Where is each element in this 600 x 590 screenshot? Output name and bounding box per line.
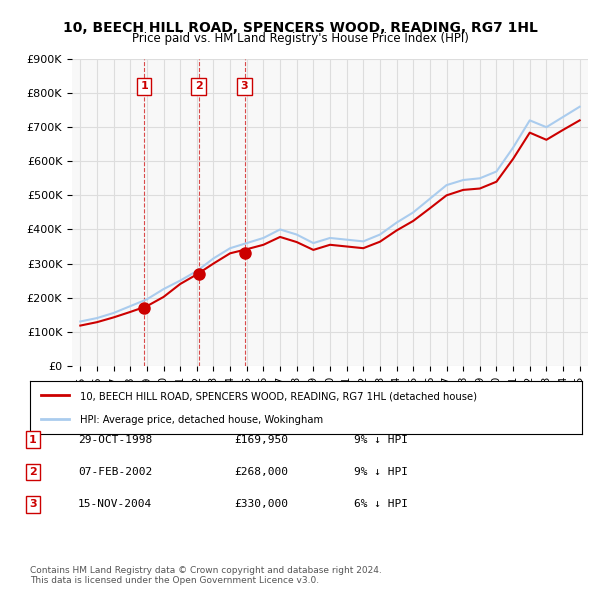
Text: 3: 3	[29, 500, 37, 509]
Text: Contains HM Land Registry data © Crown copyright and database right 2024.: Contains HM Land Registry data © Crown c…	[30, 566, 382, 575]
Text: 15-NOV-2004: 15-NOV-2004	[78, 500, 152, 509]
Text: 07-FEB-2002: 07-FEB-2002	[78, 467, 152, 477]
Text: 2: 2	[194, 81, 202, 91]
Text: 1: 1	[140, 81, 148, 91]
Text: 9% ↓ HPI: 9% ↓ HPI	[354, 435, 408, 444]
Text: 10, BEECH HILL ROAD, SPENCERS WOOD, READING, RG7 1HL: 10, BEECH HILL ROAD, SPENCERS WOOD, READ…	[62, 21, 538, 35]
Text: Price paid vs. HM Land Registry's House Price Index (HPI): Price paid vs. HM Land Registry's House …	[131, 32, 469, 45]
Text: HPI: Average price, detached house, Wokingham: HPI: Average price, detached house, Woki…	[80, 415, 323, 425]
Text: 3: 3	[241, 81, 248, 91]
Text: £169,950: £169,950	[234, 435, 288, 444]
Text: 6% ↓ HPI: 6% ↓ HPI	[354, 500, 408, 509]
Text: 29-OCT-1998: 29-OCT-1998	[78, 435, 152, 444]
Text: 9% ↓ HPI: 9% ↓ HPI	[354, 467, 408, 477]
Text: 2: 2	[29, 467, 37, 477]
Text: 10, BEECH HILL ROAD, SPENCERS WOOD, READING, RG7 1HL (detached house): 10, BEECH HILL ROAD, SPENCERS WOOD, READ…	[80, 392, 476, 401]
Text: This data is licensed under the Open Government Licence v3.0.: This data is licensed under the Open Gov…	[30, 576, 319, 585]
Text: £330,000: £330,000	[234, 500, 288, 509]
Text: 1: 1	[29, 435, 37, 444]
Text: £268,000: £268,000	[234, 467, 288, 477]
